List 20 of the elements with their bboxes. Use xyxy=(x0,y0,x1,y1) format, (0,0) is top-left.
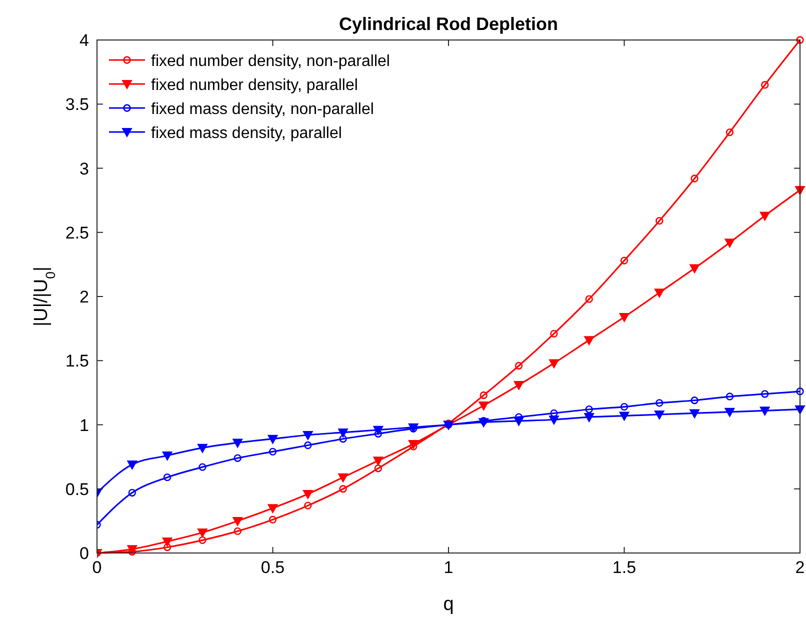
y-tick-label: 3.5 xyxy=(65,95,89,114)
x-tick-label: 1 xyxy=(444,558,454,577)
x-tick-label: 0.5 xyxy=(260,558,285,577)
y-tick-label: 4 xyxy=(80,31,89,50)
x-tick-label: 1.5 xyxy=(612,558,636,577)
y-tick-label: 2 xyxy=(80,288,89,306)
y-tick-label: 1 xyxy=(80,416,89,435)
y-tick-label: 0.5 xyxy=(65,480,89,499)
chart-title: Cylindrical Rod Depletion xyxy=(338,14,558,34)
legend-label: fixed number density, parallel xyxy=(151,77,358,94)
legend-label: fixed number density, non-parallel xyxy=(151,53,390,70)
x-tick-label: 0 xyxy=(92,558,102,577)
y-tick-label: 1.5 xyxy=(65,352,89,371)
legend-label: fixed mass density, parallel xyxy=(151,125,342,142)
legend-label: fixed mass density, non-parallel xyxy=(151,101,374,118)
x-tick-label: 2 xyxy=(795,558,805,577)
y-tick-label: 0 xyxy=(80,544,89,563)
y-tick-label: 3 xyxy=(80,159,89,178)
x-axis-title: q xyxy=(443,594,454,615)
y-tick-label: 2.5 xyxy=(65,223,89,242)
